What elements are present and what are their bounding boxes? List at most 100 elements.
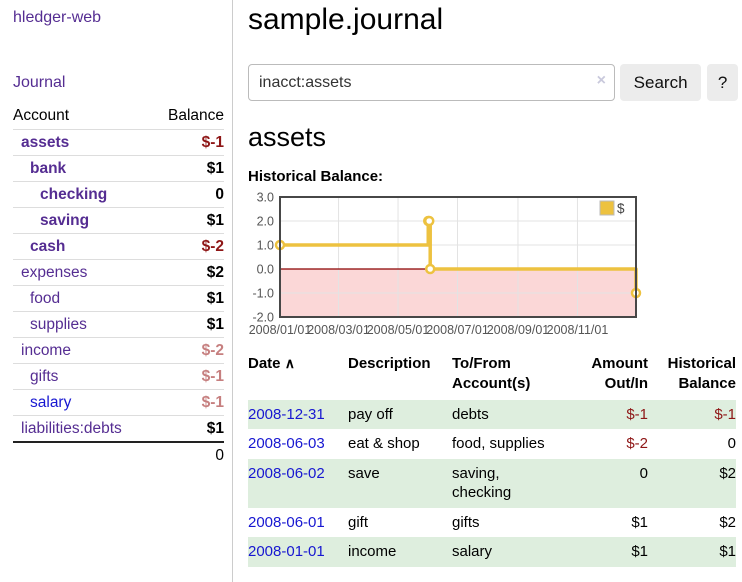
account-row: liabilities:debts $1 — [13, 415, 224, 442]
register-row: 2008-01-01 income salary $1 $1 — [248, 537, 736, 567]
transaction-date-link[interactable]: 2008-06-02 — [248, 464, 325, 482]
column-header-amount: Amount Out/In — [591, 355, 648, 393]
account-balance: $-1 — [152, 129, 224, 156]
account-link-salary[interactable]: salary — [30, 393, 72, 411]
svg-text:-1.0: -1.0 — [252, 287, 274, 301]
account-balance: $-2 — [152, 337, 224, 364]
chart-title: Historical Balance: — [248, 168, 384, 185]
register-row: 2008-06-03 eat & shop food, supplies $-2… — [248, 429, 736, 459]
account-balance: $-1 — [152, 363, 224, 390]
account-balance: 0 — [152, 181, 224, 208]
account-link-gifts[interactable]: gifts — [30, 367, 59, 385]
transaction-description: gift — [348, 513, 369, 531]
transaction-balance: 0 — [727, 435, 736, 452]
transaction-accounts: salary — [452, 537, 564, 567]
svg-text:$: $ — [617, 201, 625, 216]
account-balance: $-2 — [152, 233, 224, 260]
transaction-accounts: debts — [452, 399, 564, 429]
transaction-date-link[interactable]: 2008-06-01 — [248, 513, 325, 531]
svg-text:3.0: 3.0 — [257, 191, 274, 205]
account-row: saving $1 — [13, 207, 224, 234]
register-row: 2008-12-31 pay off debts $-1 $-1 — [248, 399, 736, 429]
account-balance: $-1 — [152, 389, 224, 416]
account-row: supplies $1 — [13, 311, 224, 338]
transaction-date-link[interactable]: 2008-12-31 — [248, 405, 325, 423]
transaction-accounts: gifts — [452, 513, 480, 531]
account-link-assets[interactable]: assets — [21, 133, 70, 151]
historical-balance-chart: $3.0 2.0 1.0 0.0 -1.0 -2.02008/01/012008/03/0… — [249, 191, 642, 337]
svg-text:2008/05/01: 2008/05/01 — [367, 323, 430, 337]
svg-text:2008/03/01: 2008/03/01 — [307, 323, 370, 337]
account-link-income[interactable]: income — [21, 341, 71, 359]
column-header-balance: Historical Balance — [667, 355, 736, 393]
account-balance: $1 — [152, 285, 224, 312]
accounts-total-value: 0 — [13, 441, 224, 468]
transaction-amount: $-2 — [626, 435, 648, 452]
transaction-description: save — [348, 458, 452, 508]
search-form: × Search ? — [248, 64, 739, 101]
svg-text:-2.0: -2.0 — [252, 311, 274, 325]
transaction-amount: $-1 — [564, 399, 648, 429]
register-table: Date ∧ Description To/From Account(s) Am… — [248, 352, 736, 567]
transaction-description: eat & shop — [348, 435, 420, 452]
account-balance: $1 — [152, 311, 224, 338]
account-link-supplies[interactable]: supplies — [30, 315, 87, 333]
register-header-row: Date ∧ Description To/From Account(s) Am… — [248, 352, 736, 400]
account-row: assets $-1 — [13, 129, 224, 156]
transaction-balance: $1 — [648, 537, 736, 567]
column-header-description: Description — [348, 355, 431, 372]
transaction-amount: $1 — [564, 537, 648, 567]
account-balance: $1 — [152, 415, 224, 442]
register-row: 2008-06-02 save saving, checking 0 $2 — [248, 458, 736, 508]
accounts-total-row: 0 — [13, 441, 224, 468]
accounts-header-row: Account Balance — [13, 104, 224, 130]
transaction-date-link[interactable]: 2008-06-03 — [248, 435, 325, 452]
column-header-accounts: To/From Account(s) — [452, 355, 531, 393]
account-row: salary $-1 — [13, 389, 224, 416]
transaction-balance: $2 — [648, 458, 736, 508]
account-balance: $1 — [152, 207, 224, 234]
search-button[interactable]: Search — [619, 64, 702, 101]
account-row: food $1 — [13, 285, 224, 312]
svg-text:0.0: 0.0 — [257, 263, 274, 277]
help-button[interactable]: ? — [707, 64, 739, 101]
account-link-expenses[interactable]: expenses — [21, 263, 88, 281]
account-row: checking 0 — [13, 181, 224, 208]
sort-by-date-header[interactable]: Date ∧ — [248, 355, 295, 372]
svg-text:2008/09/01: 2008/09/01 — [487, 323, 550, 337]
transaction-accounts: saving, checking — [452, 458, 564, 508]
account-row: cash $-2 — [13, 233, 224, 260]
sidebar: hledger-web Journal Account Balance asse… — [0, 0, 233, 582]
clear-search-icon[interactable]: × — [596, 72, 606, 89]
account-link-checking[interactable]: checking — [40, 185, 108, 203]
svg-text:2.0: 2.0 — [257, 215, 274, 229]
account-balance: $2 — [152, 259, 224, 286]
app-brand-link[interactable]: hledger-web — [13, 9, 102, 26]
transaction-balance: $2 — [719, 513, 736, 531]
transaction-date-link[interactable]: 2008-01-01 — [248, 543, 325, 560]
search-input[interactable] — [248, 64, 615, 101]
accounts-table: Account Balance assets $-1 bank $1 check… — [13, 104, 224, 468]
account-link-food[interactable]: food — [30, 289, 61, 307]
sidebar-item-journal[interactable]: Journal — [13, 74, 66, 91]
account-link-saving[interactable]: saving — [40, 211, 90, 229]
page-title: sample.journal — [248, 3, 444, 36]
account-row: bank $1 — [13, 155, 224, 182]
transaction-accounts: food, supplies — [452, 435, 545, 452]
svg-text:2008/07/01: 2008/07/01 — [426, 323, 489, 337]
account-link-bank[interactable]: bank — [30, 159, 67, 177]
account-link-liabilities-debts[interactable]: liabilities:debts — [21, 419, 122, 437]
account-title: assets — [248, 122, 327, 152]
account-link-cash[interactable]: cash — [30, 237, 66, 255]
register-row: 2008-06-01 gift gifts $1 $2 — [248, 508, 736, 538]
transaction-amount: $1 — [631, 513, 648, 531]
svg-text:2008/11/01: 2008/11/01 — [547, 323, 609, 337]
svg-text:2008/01/01: 2008/01/01 — [249, 323, 312, 337]
account-balance: $1 — [152, 155, 224, 182]
transaction-description: income — [348, 537, 452, 567]
transaction-amount: 0 — [564, 458, 648, 508]
sort-ascending-icon: ∧ — [284, 355, 295, 371]
account-row: gifts $-1 — [13, 363, 224, 390]
svg-text:1.0: 1.0 — [257, 239, 274, 253]
account-row: income $-2 — [13, 337, 224, 364]
